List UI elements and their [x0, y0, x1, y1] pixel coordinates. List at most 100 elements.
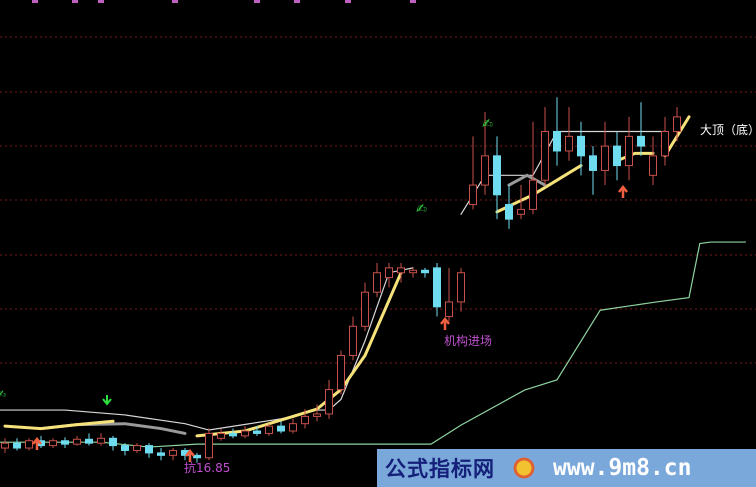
- watermark-site-name: 公式指标网: [385, 457, 495, 481]
- candle: [121, 443, 129, 456]
- buy-signal-icon: ✍: [482, 117, 493, 132]
- candle-body: [265, 425, 273, 434]
- candle: [277, 421, 285, 434]
- candle: [385, 262, 393, 288]
- candle: [457, 267, 465, 312]
- ma_yellow-line: [3, 419, 115, 431]
- candle: [637, 102, 645, 156]
- candle-body: [577, 135, 585, 157]
- candle: [85, 433, 93, 446]
- candle: [301, 409, 309, 429]
- candle: [193, 452, 201, 463]
- ma_yellow-line: [615, 151, 655, 163]
- candle: [421, 267, 429, 278]
- candle-body: [613, 145, 621, 167]
- candle-body: [13, 442, 21, 449]
- candle: [205, 428, 213, 461]
- buy-arrow-icon: [102, 395, 112, 406]
- candle: [529, 121, 537, 215]
- red-up-arrow-icon: [440, 316, 450, 330]
- candle: [469, 136, 477, 210]
- candles: [1, 97, 681, 463]
- candle-body: [625, 135, 633, 167]
- candle: [145, 443, 153, 458]
- candle-body: [397, 267, 405, 274]
- red-up-arrow-icon: [618, 184, 628, 198]
- candle: [1, 438, 9, 453]
- candle-body: [193, 454, 201, 459]
- candle-body: [169, 449, 177, 456]
- candle-body: [541, 130, 549, 181]
- candle: [313, 404, 321, 422]
- candle: [541, 107, 549, 186]
- candle: [361, 282, 369, 332]
- watermark-url: www.9m8.cn: [553, 455, 692, 481]
- candle-body: [385, 267, 393, 279]
- candle-body: [661, 130, 669, 157]
- candle-body: [97, 437, 105, 444]
- candle-body: [361, 291, 369, 327]
- candle-body: [205, 432, 213, 459]
- candle-body: [157, 452, 165, 456]
- candle: [169, 448, 177, 461]
- candle-body: [505, 204, 513, 220]
- candle: [517, 185, 525, 220]
- grid-lines: [0, 36, 756, 364]
- candle-body: [553, 130, 561, 152]
- buy-signal-icon: ✍: [416, 202, 427, 217]
- top-markers: [32, 0, 416, 3]
- candle-body: [457, 272, 465, 303]
- candle-body: [289, 423, 297, 432]
- candle: [265, 423, 273, 436]
- candle-body: [229, 432, 237, 437]
- candle-body: [649, 155, 657, 176]
- candle: [253, 426, 261, 436]
- candle: [625, 116, 633, 181]
- candle: [289, 418, 297, 434]
- candle: [73, 435, 81, 446]
- candle-body: [529, 179, 537, 210]
- candle: [325, 379, 333, 419]
- candle-body: [337, 355, 345, 391]
- candle-body: [49, 440, 57, 447]
- candle-body: [85, 438, 93, 444]
- candle: [565, 107, 573, 161]
- support-line: [0, 241, 747, 448]
- site-logo-icon: [509, 453, 539, 483]
- signal-markers: ✍ ✍ ✍: [0, 0, 628, 462]
- candle: [49, 438, 57, 449]
- red-up-arrow-icon: [32, 436, 42, 450]
- candle-body: [313, 413, 321, 417]
- candle: [109, 435, 117, 451]
- candle: [409, 267, 417, 278]
- ma_gray-line: [507, 173, 547, 187]
- candle: [613, 131, 621, 181]
- candle: [217, 428, 225, 441]
- candle: [373, 262, 381, 298]
- annotation-price-low: 抗16.85: [184, 461, 231, 475]
- candle-body: [277, 425, 285, 432]
- candle-body: [565, 135, 573, 152]
- candle: [601, 121, 609, 186]
- candle-body: [73, 438, 81, 445]
- candle: [577, 121, 585, 176]
- candle: [649, 136, 657, 186]
- candle: [61, 437, 69, 449]
- candle-body: [61, 440, 69, 445]
- resistance-line: [460, 130, 666, 215]
- candle: [349, 316, 357, 361]
- candle-body: [421, 269, 429, 274]
- candle: [589, 146, 597, 195]
- candle-body: [349, 325, 357, 357]
- candle-body: [301, 415, 309, 425]
- candle-body: [445, 301, 453, 318]
- candle-body: [217, 432, 225, 439]
- candle: [337, 350, 345, 395]
- annotation-institution-entry: 机构进场: [444, 334, 493, 348]
- candle-body: [493, 155, 501, 196]
- candle: [553, 97, 561, 166]
- candle-body: [253, 430, 261, 434]
- candle: [445, 267, 453, 322]
- candle-body: [121, 445, 129, 451]
